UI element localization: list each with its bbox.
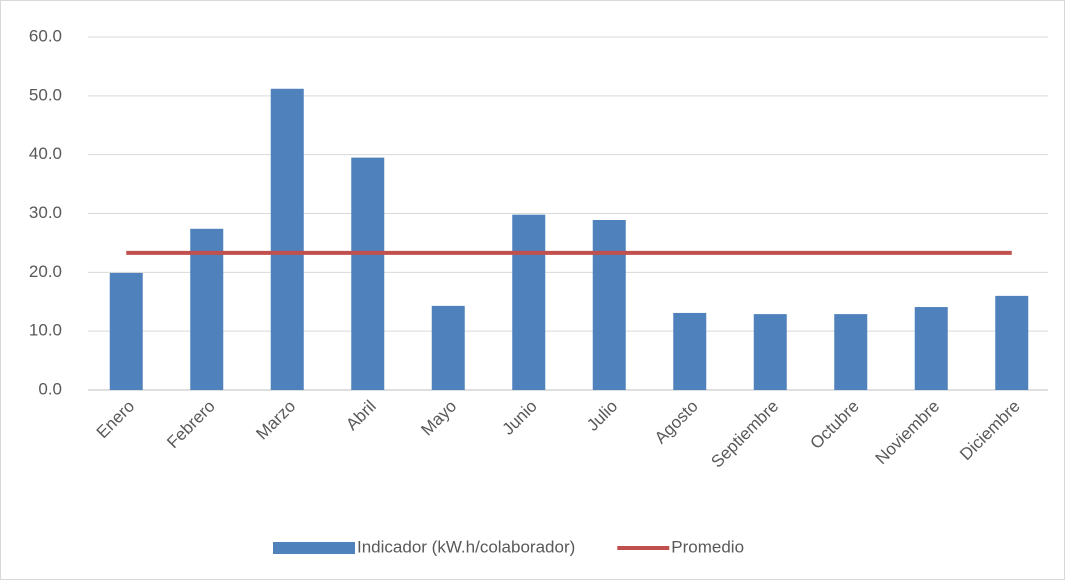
bar bbox=[673, 312, 707, 390]
bar bbox=[431, 305, 465, 390]
y-tick-label: 30.0 bbox=[29, 203, 62, 222]
legend-label: Indicador (kW.h/colaborador) bbox=[357, 537, 575, 556]
bar bbox=[834, 314, 868, 390]
y-tick-label: 50.0 bbox=[29, 85, 62, 104]
legend-swatch bbox=[273, 542, 355, 554]
bar bbox=[995, 295, 1029, 390]
bar bbox=[512, 214, 546, 390]
bar bbox=[109, 272, 143, 390]
bar bbox=[592, 219, 626, 390]
bar bbox=[753, 314, 787, 390]
bar bbox=[270, 88, 304, 391]
y-tick-label: 20.0 bbox=[29, 262, 62, 281]
bar bbox=[914, 307, 948, 390]
y-tick-label: 10.0 bbox=[29, 321, 62, 340]
bar bbox=[190, 228, 224, 390]
legend-label: Promedio bbox=[671, 537, 744, 556]
y-tick-label: 60.0 bbox=[29, 26, 62, 45]
y-tick-label: 40.0 bbox=[29, 144, 62, 163]
bar bbox=[351, 157, 385, 390]
y-tick-label: 0.0 bbox=[38, 379, 62, 398]
